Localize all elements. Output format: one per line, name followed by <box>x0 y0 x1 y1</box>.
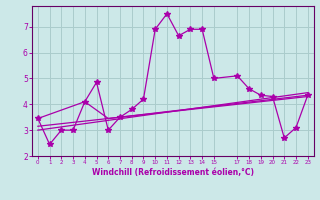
X-axis label: Windchill (Refroidissement éolien,°C): Windchill (Refroidissement éolien,°C) <box>92 168 254 177</box>
